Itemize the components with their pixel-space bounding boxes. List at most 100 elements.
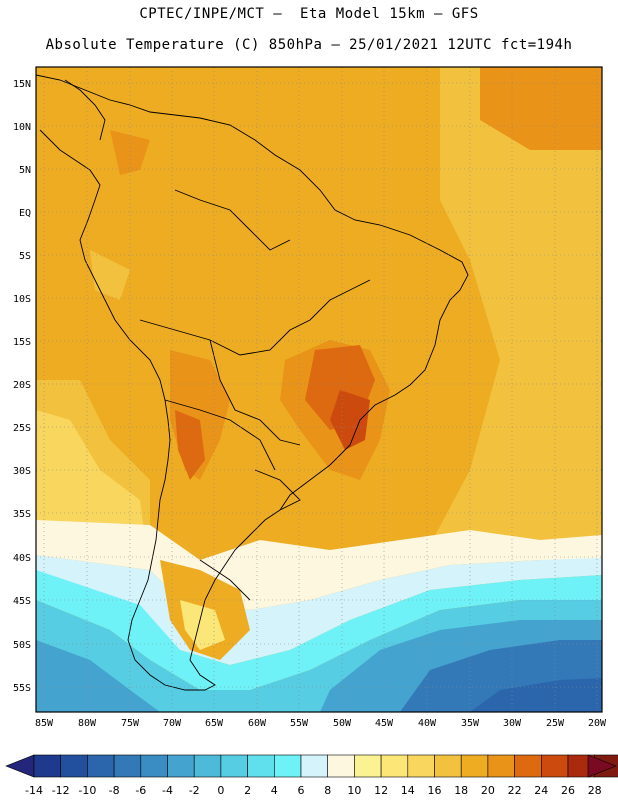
field-pacific-light <box>36 410 145 545</box>
colorbar-swatch <box>220 754 248 778</box>
colorbar-swatch <box>540 754 569 778</box>
lon-label: 75W <box>121 718 140 729</box>
border-west <box>139 279 371 356</box>
colorbar-tick-label: 0 <box>217 784 224 797</box>
lon-label: 40W <box>418 718 437 729</box>
field-chaco-hot <box>175 410 205 480</box>
colorbar-tick-label: 28 <box>588 784 602 797</box>
colorbar-high-arrow <box>587 754 617 778</box>
colorbar-labels: -14 -12 -10 -8 -6 -4 -2 0 2 4 6 8 10 12 14 16 18 20 22 24 26… <box>25 784 602 797</box>
colorbar-swatch <box>167 754 195 778</box>
lat-label: 15N <box>13 79 31 90</box>
colorbar-swatch <box>327 754 355 778</box>
colorbar-tick-label: -2 <box>189 784 200 797</box>
lat-label: 35S <box>13 509 31 520</box>
lat-label: 25S <box>13 423 31 434</box>
colorbar-tick-label: 26 <box>561 784 575 797</box>
colorbar-swatch <box>193 754 222 778</box>
border-colombia <box>174 189 291 251</box>
colorbar-swatch <box>354 754 382 778</box>
colorbar-swatch <box>247 754 275 778</box>
lat-label: 40S <box>13 553 31 564</box>
colorbar-tick-label: -12 <box>52 784 70 797</box>
lat-label: 30S <box>13 466 31 477</box>
colorbar-tick-label: 18 <box>454 784 468 797</box>
colorbar-boxes <box>33 754 618 778</box>
colorbar-swatch <box>380 754 409 778</box>
colorbar-tick-label: -10 <box>78 784 96 797</box>
colorbar-tick-label: -14 <box>25 784 43 797</box>
field-andes-cool <box>90 250 130 300</box>
colorbar-swatch <box>273 754 302 778</box>
lon-label: 20W <box>588 718 607 729</box>
colorbar-swatch <box>300 754 329 778</box>
colorbar-tick-label: 10 <box>347 784 361 797</box>
colorbar-swatch <box>33 754 62 778</box>
colorbar-tick-label: 22 <box>508 784 522 797</box>
border-uruguay <box>254 469 301 511</box>
field-venezuela-warm <box>110 130 150 175</box>
lat-label: 55S <box>13 683 31 694</box>
lat-label: 50S <box>13 640 31 651</box>
colorbar-swatch <box>140 754 168 778</box>
latitude-labels: 15N 10N 5N EQ 5S 10S 15S 20S 25S 30S 35S… <box>13 79 31 694</box>
colorbar-swatch <box>460 754 489 778</box>
colorbar-tick-label: 2 <box>244 784 251 797</box>
colorbar-tick-label: 16 <box>428 784 442 797</box>
lon-label: 80W <box>78 718 97 729</box>
title-line-1: CPTEC/INPE/MCT – Eta Model 15km – GFS <box>139 6 479 22</box>
colorbar-tick-label: -8 <box>109 784 120 797</box>
central-america <box>64 79 106 141</box>
title-line-2: Absolute Temperature (C) 850hPa – 25/01/… <box>45 37 573 53</box>
colorbar-tick-label: 24 <box>534 784 548 797</box>
colorbar-tick-label: 14 <box>401 784 415 797</box>
lon-label: 60W <box>248 718 267 729</box>
border-patagonia <box>199 559 251 601</box>
lon-label: 45W <box>375 718 394 729</box>
colorbar-swatch <box>87 754 115 778</box>
colorbar-tick-label: 8 <box>324 784 331 797</box>
field-atlantic-yellow <box>430 67 602 545</box>
colorbar-low-arrow <box>5 754 35 778</box>
lat-label: 20S <box>13 380 31 391</box>
lat-label: 10S <box>13 294 31 305</box>
lon-label: 35W <box>461 718 480 729</box>
field-caribbean-orange <box>480 67 602 150</box>
lat-label: EQ <box>19 208 31 219</box>
colorbar-swatch <box>434 754 462 778</box>
colorbar-swatch <box>407 754 435 778</box>
border-argentina <box>164 399 276 471</box>
lon-label: 65W <box>205 718 224 729</box>
lon-label: 55W <box>290 718 309 729</box>
map-frame <box>35 66 603 713</box>
colorbar-tick-label: 6 <box>298 784 305 797</box>
colorbar-tick-label: 12 <box>374 784 388 797</box>
lon-label: 50W <box>333 718 352 729</box>
field-patagonia-yellow <box>180 600 225 650</box>
colorbar-tick-label: 20 <box>481 784 495 797</box>
lon-label: 70W <box>163 718 182 729</box>
border-bolivia <box>209 339 301 446</box>
colorbar-tick-label: -6 <box>135 784 146 797</box>
lat-label: 15S <box>13 337 31 348</box>
field-deepest-blue <box>470 678 602 712</box>
colorbar-tick-label: 4 <box>271 784 278 797</box>
longitude-labels: 85W 80W 75W 70W 65W 60W 55W 50W 45W 40W … <box>35 718 607 729</box>
field-southeast-core <box>330 390 370 450</box>
field-light-cyan <box>36 555 602 665</box>
lon-label: 25W <box>546 718 565 729</box>
lat-label: 45S <box>13 596 31 607</box>
temperature-field <box>36 67 602 712</box>
colorbar-swatch <box>60 754 88 778</box>
lon-label: 85W <box>35 718 54 729</box>
lat-label: 5S <box>19 251 31 262</box>
lat-label: 10N <box>13 122 31 133</box>
colorbar-tick-label: -4 <box>162 784 173 797</box>
colorbar: -14 -12 -10 -8 -6 -4 -2 0 2 4 6 8 10 12 14 16 18 20 22 24 26… <box>5 754 618 797</box>
lat-label: 5N <box>19 165 31 176</box>
colorbar-swatch <box>113 754 142 778</box>
lon-label: 30W <box>503 718 522 729</box>
field-sw-blue <box>36 640 160 712</box>
colorbar-swatch <box>487 754 515 778</box>
